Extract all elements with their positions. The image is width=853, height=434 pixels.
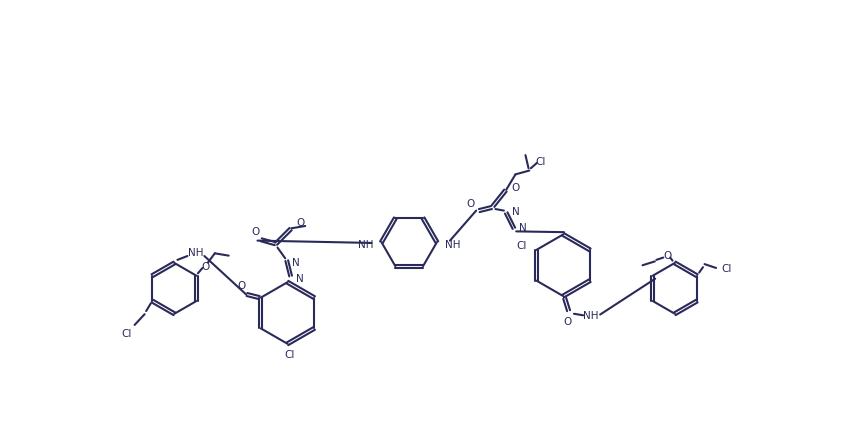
Text: N: N — [511, 207, 519, 217]
Text: NH: NH — [358, 239, 374, 249]
Text: N: N — [519, 222, 526, 232]
Text: O: O — [296, 217, 305, 227]
Text: Cl: Cl — [534, 157, 544, 167]
Text: Cl: Cl — [121, 329, 131, 339]
Text: Cl: Cl — [283, 349, 294, 359]
Text: Cl: Cl — [721, 263, 731, 273]
Text: N: N — [292, 258, 299, 268]
Text: O: O — [466, 198, 474, 208]
Text: O: O — [662, 251, 670, 261]
Text: N: N — [296, 273, 304, 283]
Text: O: O — [201, 262, 210, 272]
Text: NH: NH — [444, 239, 460, 249]
Text: O: O — [237, 281, 246, 291]
Text: O: O — [563, 317, 572, 327]
Text: Cl: Cl — [515, 241, 525, 251]
Text: NH: NH — [583, 311, 598, 321]
Text: O: O — [251, 227, 259, 237]
Text: O: O — [511, 182, 519, 192]
Text: NH: NH — [188, 248, 203, 257]
